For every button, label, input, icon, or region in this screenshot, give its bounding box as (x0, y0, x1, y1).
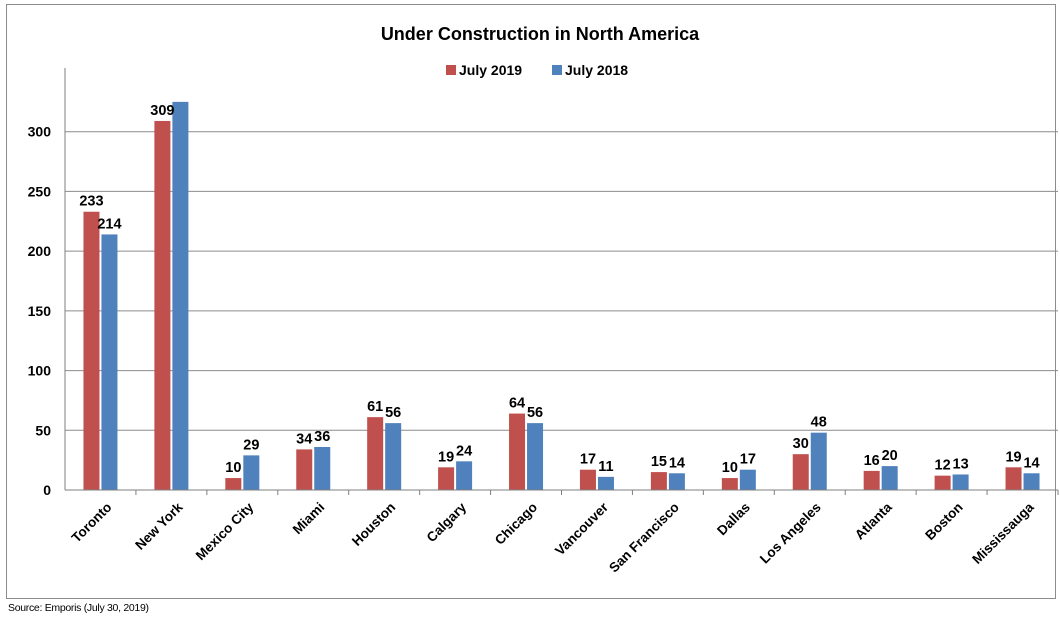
legend-label-july-2018: July 2018 (565, 62, 628, 78)
bar-vancouver-july-2018 (597, 476, 614, 490)
bar-miami-july-2019 (296, 449, 313, 490)
data-label-dallas-july-2018: 17 (740, 452, 756, 468)
data-label-mexico-city-july-2019: 10 (225, 460, 241, 476)
data-label-san-francisco-july-2018: 14 (669, 455, 685, 471)
category-label-san-francisco: San Francisco (606, 500, 682, 576)
data-label-dallas-july-2019: 10 (722, 460, 738, 476)
category-label-chicago: Chicago (492, 500, 540, 548)
data-label-calgary-july-2019: 19 (438, 449, 454, 465)
bar-dallas-july-2018 (739, 469, 756, 490)
legend: July 2019 July 2018 (446, 62, 628, 78)
bar-new-york-july-2018 (172, 101, 189, 490)
bar-mexico-city-july-2019 (225, 478, 242, 490)
y-tick-label-300: 300 (28, 124, 52, 140)
data-label-vancouver-july-2018: 11 (598, 459, 613, 475)
gridlines (65, 131, 1058, 431)
y-tick-label-150: 150 (28, 303, 52, 319)
source-note: Source: Emporis (July 30, 2019) (8, 602, 149, 614)
y-tick-label-250: 250 (28, 183, 52, 199)
bar-los-angeles-july-2019 (792, 454, 809, 490)
data-label-mexico-city-july-2018: 29 (243, 437, 259, 453)
bar-san-francisco-july-2019 (650, 472, 667, 490)
bar-los-angeles-july-2018 (810, 432, 827, 490)
y-axis: 0 50 100 150 200 250 300 (28, 68, 66, 498)
data-label-chicago-july-2019: 64 (509, 396, 525, 412)
bar-vancouver-july-2019 (579, 469, 596, 490)
category-label-los-angeles: Los Angeles (757, 500, 824, 567)
data-label-mississauga-july-2018: 14 (1023, 455, 1039, 471)
category-label-dallas: Dallas (714, 500, 753, 539)
bar-mexico-city-july-2018 (243, 455, 260, 490)
data-label-miami-july-2018: 36 (314, 429, 330, 445)
category-label-boston: Boston (922, 500, 965, 543)
category-label-miami: Miami (290, 500, 328, 538)
bar-miami-july-2018 (314, 447, 331, 490)
category-label-new-york: New York (132, 499, 186, 553)
y-tick-label-0: 0 (43, 482, 51, 498)
data-label-los-angeles-july-2019: 30 (793, 436, 809, 452)
category-label-mississauga: Mississauga (969, 499, 1037, 567)
bar-new-york-july-2019 (154, 120, 171, 491)
bar-chicago-july-2019 (509, 413, 526, 490)
data-label-boston-july-2019: 12 (935, 458, 951, 474)
category-label-calgary: Calgary (424, 499, 470, 545)
category-label-mexico-city: Mexico City (193, 499, 257, 563)
data-label-toronto-july-2019: 233 (79, 194, 103, 210)
data-label-houston-july-2018: 56 (385, 405, 401, 421)
bar-boston-july-2019 (934, 475, 951, 490)
y-tick-label-100: 100 (28, 363, 52, 379)
data-label-miami-july-2019: 34 (296, 431, 312, 447)
bar-calgary-july-2018 (456, 461, 473, 490)
chart-title: Under Construction in North America (381, 24, 700, 44)
data-label-houston-july-2019: 61 (367, 399, 383, 415)
data-label-toronto-july-2018: 214 (97, 216, 121, 232)
category-label-toronto: Toronto (69, 500, 115, 546)
data-label-calgary-july-2018: 24 (456, 443, 472, 459)
category-label-vancouver: Vancouver (552, 499, 611, 558)
bar-san-francisco-july-2018 (668, 473, 685, 490)
data-label-los-angeles-july-2018: 48 (811, 415, 827, 431)
legend-label-july-2019: July 2019 (459, 62, 522, 78)
bar-calgary-july-2019 (438, 467, 455, 490)
data-label-new-york-july-2019: 309 (150, 103, 174, 119)
legend-swatch-july-2018 (552, 65, 562, 75)
bar-dallas-july-2019 (721, 478, 738, 490)
bar-mississauga-july-2019 (1005, 467, 1022, 490)
bar-chicago-july-2018 (527, 423, 544, 490)
data-label-chicago-july-2018: 56 (527, 405, 543, 421)
bar-boston-july-2018 (952, 474, 969, 490)
x-axis: Toronto New York Mexico City Miami Houston Ca… (65, 489, 1059, 576)
data-label-mississauga-july-2019: 19 (1005, 449, 1021, 465)
data-label-atlanta-july-2019: 16 (864, 453, 880, 469)
y-tick-label-50: 50 (35, 422, 51, 438)
y-tick-label-200: 200 (28, 243, 52, 259)
chart-frame (6, 4, 1056, 599)
bar-atlanta-july-2018 (881, 466, 898, 490)
data-label-san-francisco-july-2019: 15 (651, 454, 667, 470)
bar-houston-july-2018 (385, 423, 402, 490)
category-label-houston: Houston (349, 500, 398, 549)
data-label-vancouver-july-2019: 17 (580, 452, 596, 468)
category-label-atlanta: Atlanta (852, 499, 895, 542)
bar-toronto-july-2018 (101, 234, 118, 490)
bar-houston-july-2019 (367, 417, 384, 490)
bar-toronto-july-2019 (83, 211, 100, 490)
data-label-boston-july-2018: 13 (953, 456, 969, 472)
bar-mississauga-july-2018 (1023, 473, 1040, 490)
data-label-atlanta-july-2018: 20 (882, 448, 898, 464)
bar-atlanta-july-2019 (863, 470, 880, 490)
legend-swatch-july-2019 (446, 65, 456, 75)
bars (83, 101, 1040, 491)
